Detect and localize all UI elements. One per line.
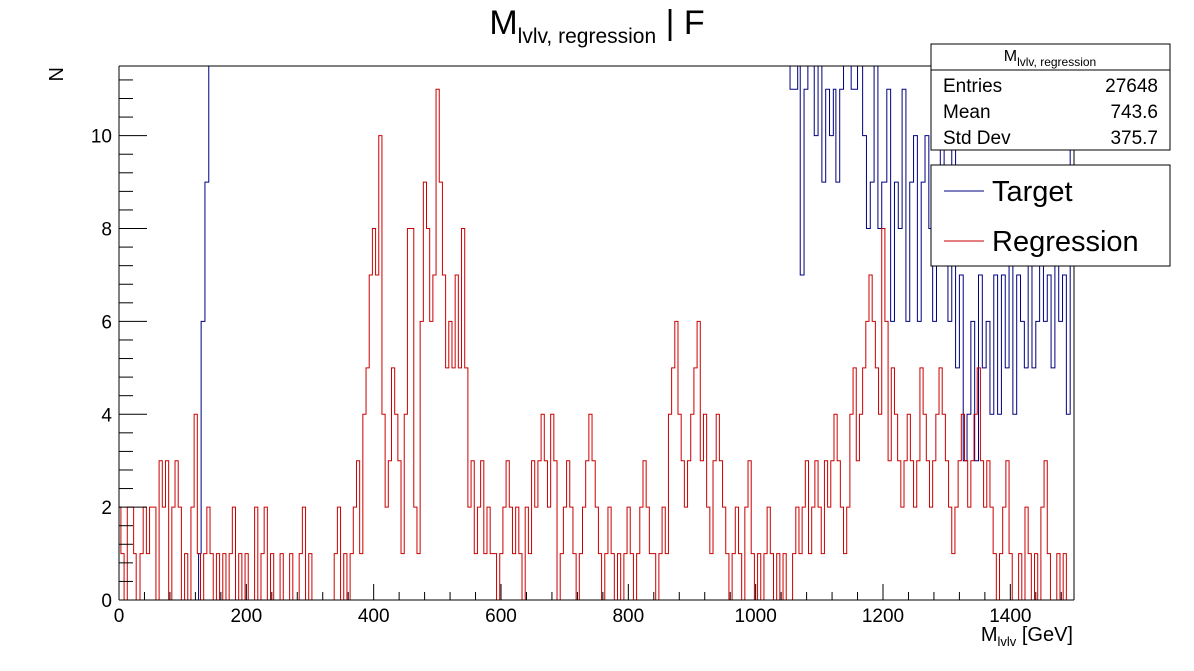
legend-label-target: Target [992, 176, 1073, 208]
legend-frame [930, 164, 1171, 267]
x-axis-label-main: M [981, 624, 998, 646]
stats-stddev-value: 375.7 [1110, 128, 1158, 149]
stats-mean-label: Mean [943, 102, 991, 123]
x-tick-label: 0 [114, 606, 125, 627]
x-tick-label: 1000 [735, 606, 777, 627]
x-axis-label-sub: lvlv [998, 634, 1017, 649]
stats-entries-value: 27648 [1105, 76, 1158, 97]
y-tick-label: 8 [101, 220, 112, 241]
x-axis-label-suffix: [GeV] [1016, 624, 1073, 646]
y-tick-label: 2 [101, 498, 112, 519]
x-tick-label: 1200 [862, 606, 904, 627]
y-tick-label: 0 [101, 591, 112, 612]
x-tick-label: 800 [612, 606, 644, 627]
stats-box-title-main: M [1004, 48, 1017, 65]
y-tick-label: 4 [101, 405, 112, 426]
stats-entries-label: Entries [943, 76, 1002, 97]
legend: Target Regression [930, 164, 1171, 267]
x-tick-label: 1400 [989, 606, 1031, 627]
stats-box-title-sub: lvlv, regression [1017, 55, 1096, 69]
x-tick-label: 600 [485, 606, 517, 627]
series-line-target [119, 66, 1074, 600]
stats-box: Mlvlv, regression Entries 27648 Mean 743… [930, 43, 1171, 151]
x-tick-label: 400 [358, 606, 390, 627]
y-tick-label: 10 [91, 127, 112, 148]
chart-title-sub: lvlv, regression [518, 25, 657, 48]
chart-title: Mlvlv, regression | F [489, 4, 704, 48]
stats-stddev-label: Std Dev [943, 128, 1011, 149]
x-axis-label: Mlvlv [GeV] [981, 624, 1073, 649]
y-tick-label: 6 [101, 312, 112, 333]
chart-title-suffix: | F [656, 4, 705, 42]
legend-label-regression: Regression [992, 226, 1139, 258]
axes-group [118, 65, 1075, 601]
stats-mean-value: 743.6 [1110, 102, 1158, 123]
histogram-series-group [119, 66, 1074, 600]
y-axis-label: N [46, 67, 68, 81]
series-line-regression [119, 88, 1074, 600]
ticks-group: 0 200 400 600 800 1000 1200 1400 0 2 4 6 8 10 [91, 79, 1062, 627]
x-tick-label: 200 [230, 606, 262, 627]
chart-title-main: M [489, 4, 517, 42]
stats-box-frame [930, 43, 1171, 151]
stats-box-title: Mlvlv, regression [1004, 48, 1096, 69]
